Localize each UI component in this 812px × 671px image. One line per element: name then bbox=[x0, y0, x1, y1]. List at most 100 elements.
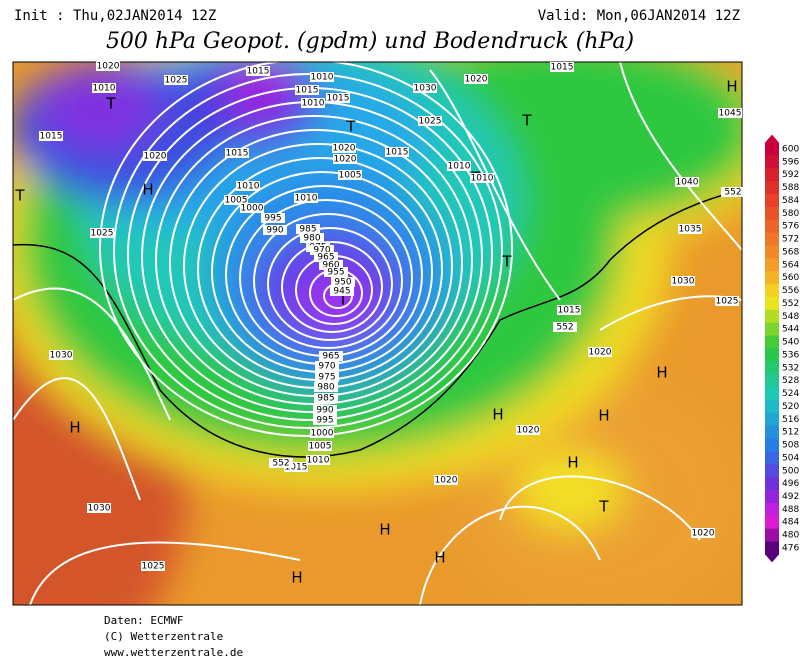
colorbar-swatch bbox=[765, 490, 779, 504]
isobar-label: 1020 bbox=[144, 152, 167, 162]
isobar-label-group: 552 bbox=[269, 458, 293, 469]
colorbar-label: 520 bbox=[782, 402, 799, 412]
colorbar-swatch bbox=[765, 181, 779, 195]
isobar-label-bg bbox=[675, 177, 699, 187]
map-field bbox=[13, 62, 742, 605]
colorbar-swatch bbox=[765, 245, 779, 259]
isobar-label: 1005 bbox=[339, 171, 362, 181]
isobar-label-group: 1015 bbox=[557, 305, 581, 316]
colorbar-label: 556 bbox=[782, 286, 799, 296]
isobar-label-group: 985 bbox=[296, 224, 320, 235]
isobar-label: 965 bbox=[317, 253, 334, 263]
isobar-label-bg bbox=[413, 83, 437, 93]
colorbar-label: 536 bbox=[782, 350, 799, 360]
isobar-label: 990 bbox=[316, 406, 333, 416]
isobar-label: 1020 bbox=[97, 62, 120, 72]
isobar-label-group: 1020 bbox=[332, 143, 356, 154]
isobar-label-group: 965 bbox=[319, 351, 343, 362]
isobar-label-bg bbox=[225, 148, 249, 158]
colorbar-swatch bbox=[765, 271, 779, 285]
map-frame bbox=[12, 61, 743, 606]
isobar-label-group: 1010 bbox=[306, 455, 330, 466]
pressure-center: H bbox=[598, 407, 609, 425]
isobar-label-group: 1025 bbox=[164, 75, 188, 86]
colorbar-cap-top bbox=[765, 134, 779, 143]
isobar-label-group: 1025 bbox=[715, 296, 739, 307]
isobar-label: 1040 bbox=[676, 178, 699, 188]
isobar-label: 1035 bbox=[679, 225, 702, 235]
isobar-label-bg bbox=[588, 347, 612, 357]
footer-copyright: (C) Wetterzentrale bbox=[104, 630, 223, 643]
colorbar-swatch bbox=[765, 451, 779, 465]
isobar-label-group: 1025 bbox=[141, 561, 165, 572]
colorbar-swatch bbox=[765, 142, 779, 156]
isobar-label: 970 bbox=[313, 246, 330, 256]
colorbar-swatch bbox=[765, 155, 779, 169]
colorbar-swatch bbox=[765, 425, 779, 440]
isobar-label-group: 1000 bbox=[240, 203, 264, 214]
isobar-label-group: 1005 bbox=[308, 441, 332, 452]
isobar-label-group: 1010 bbox=[470, 173, 494, 184]
isobar-label-bg bbox=[87, 503, 111, 513]
pressure-center: T bbox=[337, 291, 348, 309]
isobar-label-bg bbox=[385, 147, 409, 157]
colorbar-swatch bbox=[765, 528, 779, 543]
isobar-label: 1015 bbox=[296, 86, 319, 96]
pressure-center: H bbox=[434, 549, 445, 567]
isobar-label-bg bbox=[240, 203, 264, 213]
colorbar-label: 496 bbox=[782, 479, 799, 489]
isobar-label-group: 1020 bbox=[464, 74, 488, 85]
pressure-center: H bbox=[69, 419, 80, 437]
isobar-label: 1010 bbox=[448, 162, 471, 172]
colorbar-label: 580 bbox=[782, 209, 799, 219]
isobar-label-bg bbox=[269, 458, 293, 468]
isobar-label: 1005 bbox=[309, 442, 332, 452]
isobar-label-bg bbox=[310, 428, 334, 438]
isobar-label: 985 bbox=[317, 394, 334, 404]
isobar-label-bg bbox=[296, 224, 320, 234]
isobar-label-bg bbox=[314, 252, 338, 262]
isobar-label: 1015 bbox=[327, 94, 350, 104]
colorbar-label: 568 bbox=[782, 247, 799, 257]
colorbar-label: 540 bbox=[782, 338, 799, 348]
isobar-label-group: 975 bbox=[315, 372, 339, 383]
isobar-label-group: 1015 bbox=[284, 462, 308, 473]
colorbar-swatch bbox=[765, 399, 779, 414]
pressure-center: H bbox=[656, 364, 667, 382]
isobar-label-group: 1020 bbox=[691, 528, 715, 539]
isobar-label: 1025 bbox=[91, 229, 114, 239]
isobar-label-group: 1010 bbox=[310, 72, 334, 83]
colorbar-swatch bbox=[765, 206, 779, 221]
isobar-label-group: 1015 bbox=[550, 62, 574, 73]
colorbar-label: 572 bbox=[782, 235, 799, 245]
colorbar-cap-bottom bbox=[765, 554, 779, 563]
pressure-center: T bbox=[14, 187, 25, 205]
isobar-label-group: 552 bbox=[721, 187, 745, 198]
isobar-label-bg bbox=[331, 277, 355, 287]
footer-source: Daten: ECMWF bbox=[104, 614, 183, 627]
isobar-label-bg bbox=[470, 173, 494, 183]
isobar-label-bg bbox=[314, 393, 338, 403]
isobar-label-group: 955 bbox=[324, 267, 348, 278]
isobar-label: 552 bbox=[556, 323, 573, 333]
colorbar-label: 552 bbox=[782, 299, 799, 309]
isobar-label-bg bbox=[236, 181, 260, 191]
colorbar-label: 492 bbox=[782, 492, 799, 502]
isobar-label-group: 1015 bbox=[385, 147, 409, 158]
isobar-label-bg bbox=[418, 116, 442, 126]
pressure-center: H bbox=[567, 454, 578, 472]
isobar bbox=[253, 213, 403, 349]
isobar-label-bg bbox=[49, 350, 73, 360]
isobar-label-bg bbox=[553, 322, 577, 332]
pressure-center: H bbox=[726, 78, 737, 96]
isobar-label-group: 1040 bbox=[675, 177, 699, 188]
isobar-label: 1025 bbox=[165, 76, 188, 86]
isobar-label-bg bbox=[90, 228, 114, 238]
colorbar-swatch bbox=[765, 194, 779, 208]
colorbar-label: 592 bbox=[782, 170, 799, 180]
isobar-label: 1020 bbox=[435, 476, 458, 486]
isobar-label: 995 bbox=[264, 214, 281, 224]
isobar-label: 1045 bbox=[719, 109, 742, 119]
isobar-label: 1025 bbox=[716, 297, 739, 307]
